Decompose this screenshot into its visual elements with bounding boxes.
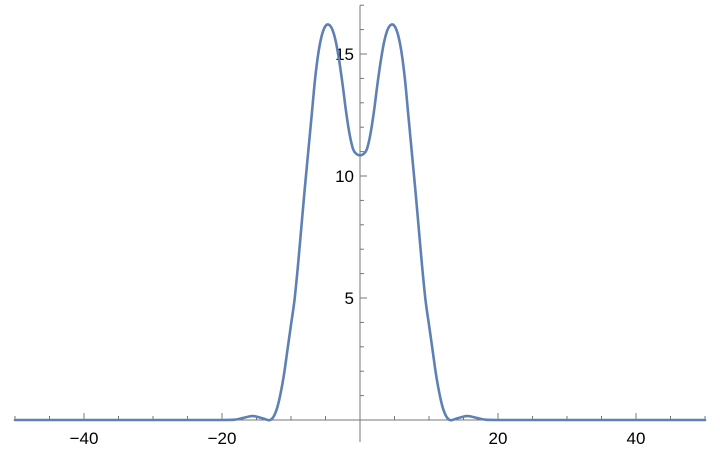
series-line xyxy=(13,23,707,422)
y-tick-label: 10 xyxy=(335,167,354,186)
x-tick-label: 40 xyxy=(627,429,646,448)
x-tick-label: 20 xyxy=(489,429,508,448)
tick-labels: −40 −20 20 40 5 10 15 xyxy=(70,45,646,448)
x-tick-label: −20 xyxy=(208,429,237,448)
axes xyxy=(14,4,706,442)
y-tick-label: 5 xyxy=(345,289,354,308)
x-tick-label: −40 xyxy=(70,429,99,448)
